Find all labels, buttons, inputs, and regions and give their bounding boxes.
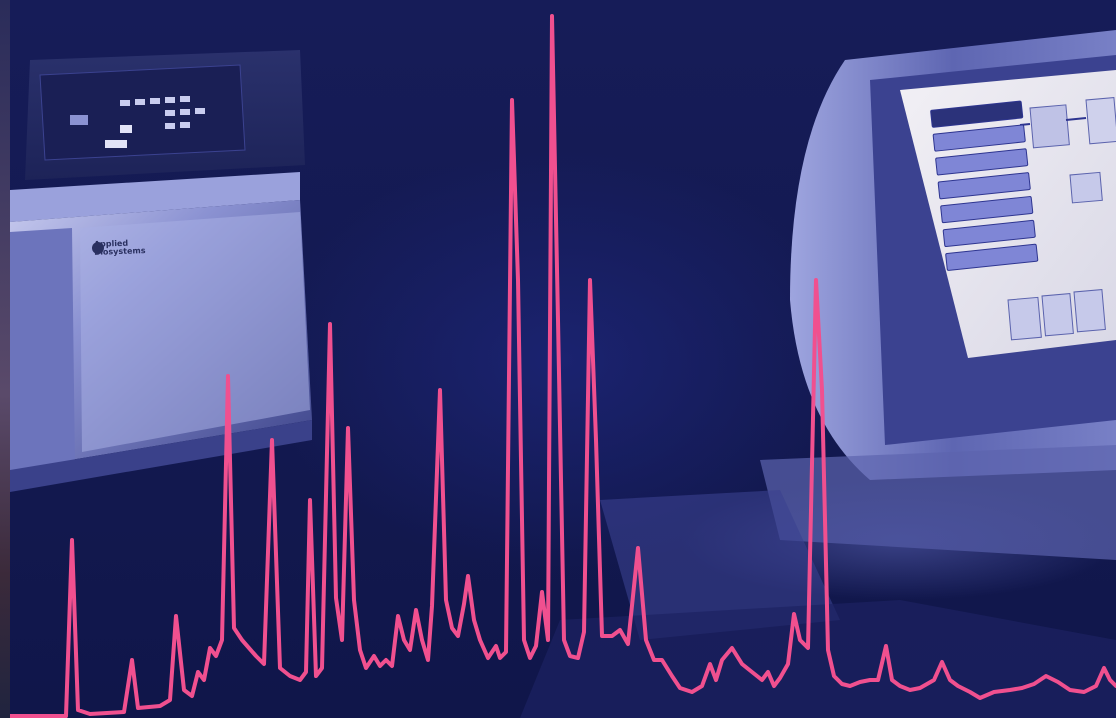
logo-icon (92, 242, 104, 254)
keypad-icon (70, 96, 205, 148)
lab-instrument (10, 50, 312, 492)
trace-line (0, 14, 1116, 718)
left-edge-shadow (0, 0, 10, 718)
